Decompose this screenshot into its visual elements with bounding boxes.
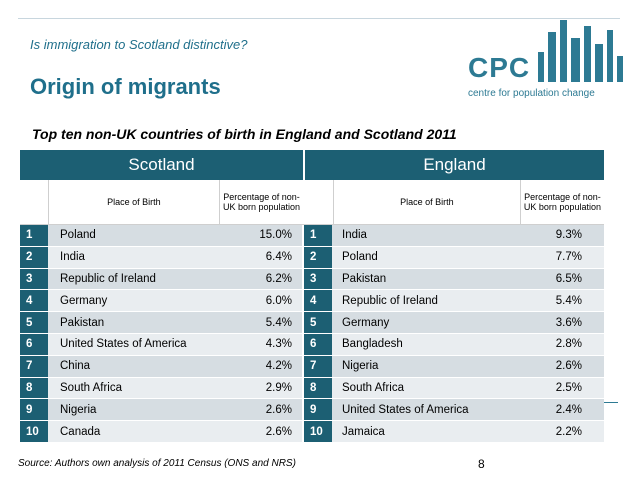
scotland-rank: 6 <box>20 333 48 355</box>
england-pct: 2.4% <box>555 403 582 416</box>
scotland-pct: 6.0% <box>220 290 304 312</box>
scotland-pct: 15.0% <box>220 225 304 246</box>
table-row: 1 Poland 15.0% 1 India 9.3% <box>20 225 604 247</box>
england-place: Bangladesh <box>342 338 403 351</box>
rank-col-header-e <box>305 180 334 224</box>
england-place: Pakistan <box>342 272 387 285</box>
england-pct: 2.2% <box>555 425 582 438</box>
england-rank: 8 <box>304 377 332 399</box>
england-pct: 2.8% <box>555 338 582 351</box>
table-body: 1 Poland 15.0% 1 India 9.3% 2 India 6.4% 2 Poland 7… <box>20 225 604 443</box>
scotland-place: Republic of Ireland <box>60 272 156 285</box>
section-header-row: Scotland England <box>20 150 604 180</box>
logo-text: CPC <box>468 52 531 83</box>
england-pct: 5.4% <box>555 294 582 307</box>
scotland-place: Canada <box>60 425 101 438</box>
scotland-place: Germany <box>60 294 108 307</box>
scotland-place: Nigeria <box>60 403 97 416</box>
cpc-logo: CPC centre for population change <box>468 18 624 99</box>
table-row: 10 Canada 2.6% 10 Jamaica 2.2% <box>20 421 604 443</box>
england-place: South Africa <box>342 381 405 394</box>
scotland-pct: 2.6% <box>220 399 304 421</box>
scotland-place: India <box>60 251 85 264</box>
scotland-pct: 2.9% <box>220 377 304 399</box>
england-place: Jamaica <box>342 425 385 438</box>
scotland-place: United States of America <box>60 338 187 351</box>
logo-subtext: centre for population change <box>468 88 595 99</box>
scotland-rank: 2 <box>20 246 48 268</box>
table-row: 3 Republic of Ireland 6.2% 3 Pakistan 6.5% <box>20 268 604 291</box>
scotland-place-header: Place of Birth <box>49 180 220 224</box>
scotland-rank: 7 <box>20 355 48 377</box>
migrants-table: Scotland England Place of Birth Percenta… <box>20 150 604 443</box>
england-pct: 3.6% <box>555 316 582 329</box>
england-rank: 1 <box>304 225 332 246</box>
table-row: 9 Nigeria 2.6% 9 United States of America 2.4… <box>20 399 604 422</box>
scotland-pct: 5.4% <box>220 312 304 333</box>
scotland-pct: 6.2% <box>220 268 304 290</box>
england-rank: 10 <box>304 421 332 442</box>
scotland-pct-header: Percentage of non-UK born population <box>220 180 306 224</box>
england-place: United States of America <box>342 403 469 416</box>
england-pct: 6.5% <box>555 272 582 285</box>
england-pct: 7.7% <box>555 251 582 264</box>
england-place: Republic of Ireland <box>342 294 438 307</box>
scotland-place: South Africa <box>60 381 123 394</box>
scotland-pct: 4.3% <box>220 333 304 355</box>
column-header-row: Place of Birth Percentage of non-UK born… <box>20 180 604 225</box>
scotland-rank: 8 <box>20 377 48 399</box>
england-rank: 6 <box>304 333 332 355</box>
slide-subtitle: Is immigration to Scotland distinctive? <box>30 37 248 52</box>
scotland-rank: 3 <box>20 268 48 290</box>
scotland-place: China <box>60 360 91 373</box>
scotland-place: Pakistan <box>60 316 105 329</box>
england-pct: 2.6% <box>555 360 582 373</box>
table-row: 8 South Africa 2.9% 8 South Africa 2.5% <box>20 377 604 400</box>
england-header: England <box>423 155 486 174</box>
england-place: Poland <box>342 251 378 264</box>
scotland-pct: 2.6% <box>220 421 304 442</box>
scotland-rank: 1 <box>20 225 48 246</box>
england-rank: 9 <box>304 399 332 421</box>
page-number: 8 <box>478 457 485 471</box>
england-pct: 2.5% <box>555 381 582 394</box>
rank-col-header <box>20 180 49 224</box>
england-rank: 4 <box>304 290 332 312</box>
scotland-rank: 9 <box>20 399 48 421</box>
scotland-pct: 4.2% <box>220 355 304 377</box>
england-pct: 9.3% <box>555 229 582 242</box>
slide-title: Origin of migrants <box>30 74 221 99</box>
table-row: 2 India 6.4% 2 Poland 7.7% <box>20 246 604 269</box>
table-row: 4 Germany 6.0% 4 Republic of Ireland 5.4% <box>20 290 604 313</box>
table-row: 7 China 4.2% 7 Nigeria 2.6% <box>20 355 604 378</box>
logo-bars-icon <box>538 20 624 82</box>
accent-line <box>604 402 618 403</box>
scotland-rank: 4 <box>20 290 48 312</box>
top-divider <box>18 18 620 19</box>
england-pct-header: Percentage of non-UK born population <box>523 192 601 212</box>
scotland-place: Poland <box>60 229 96 242</box>
england-rank: 2 <box>304 246 332 268</box>
table-title: Top ten non-UK countries of birth in Eng… <box>32 126 457 142</box>
scotland-pct: 6.4% <box>220 246 304 268</box>
source-note: Source: Authors own analysis of 2011 Cen… <box>18 458 296 469</box>
scotland-rank: 10 <box>20 421 48 442</box>
scotland-rank: 5 <box>20 312 48 333</box>
england-place: Germany <box>342 316 390 329</box>
england-rank: 7 <box>304 355 332 377</box>
england-place: Nigeria <box>342 360 379 373</box>
table-row: 5 Pakistan 5.4% 5 Germany 3.6% <box>20 312 604 334</box>
scotland-header: Scotland <box>20 150 306 180</box>
table-row: 6 United States of America 4.3% 6 Bangladesh… <box>20 333 604 356</box>
england-place: India <box>342 229 367 242</box>
england-rank: 3 <box>304 268 332 290</box>
england-place-header: Place of Birth <box>334 180 521 224</box>
england-rank: 5 <box>304 312 332 333</box>
